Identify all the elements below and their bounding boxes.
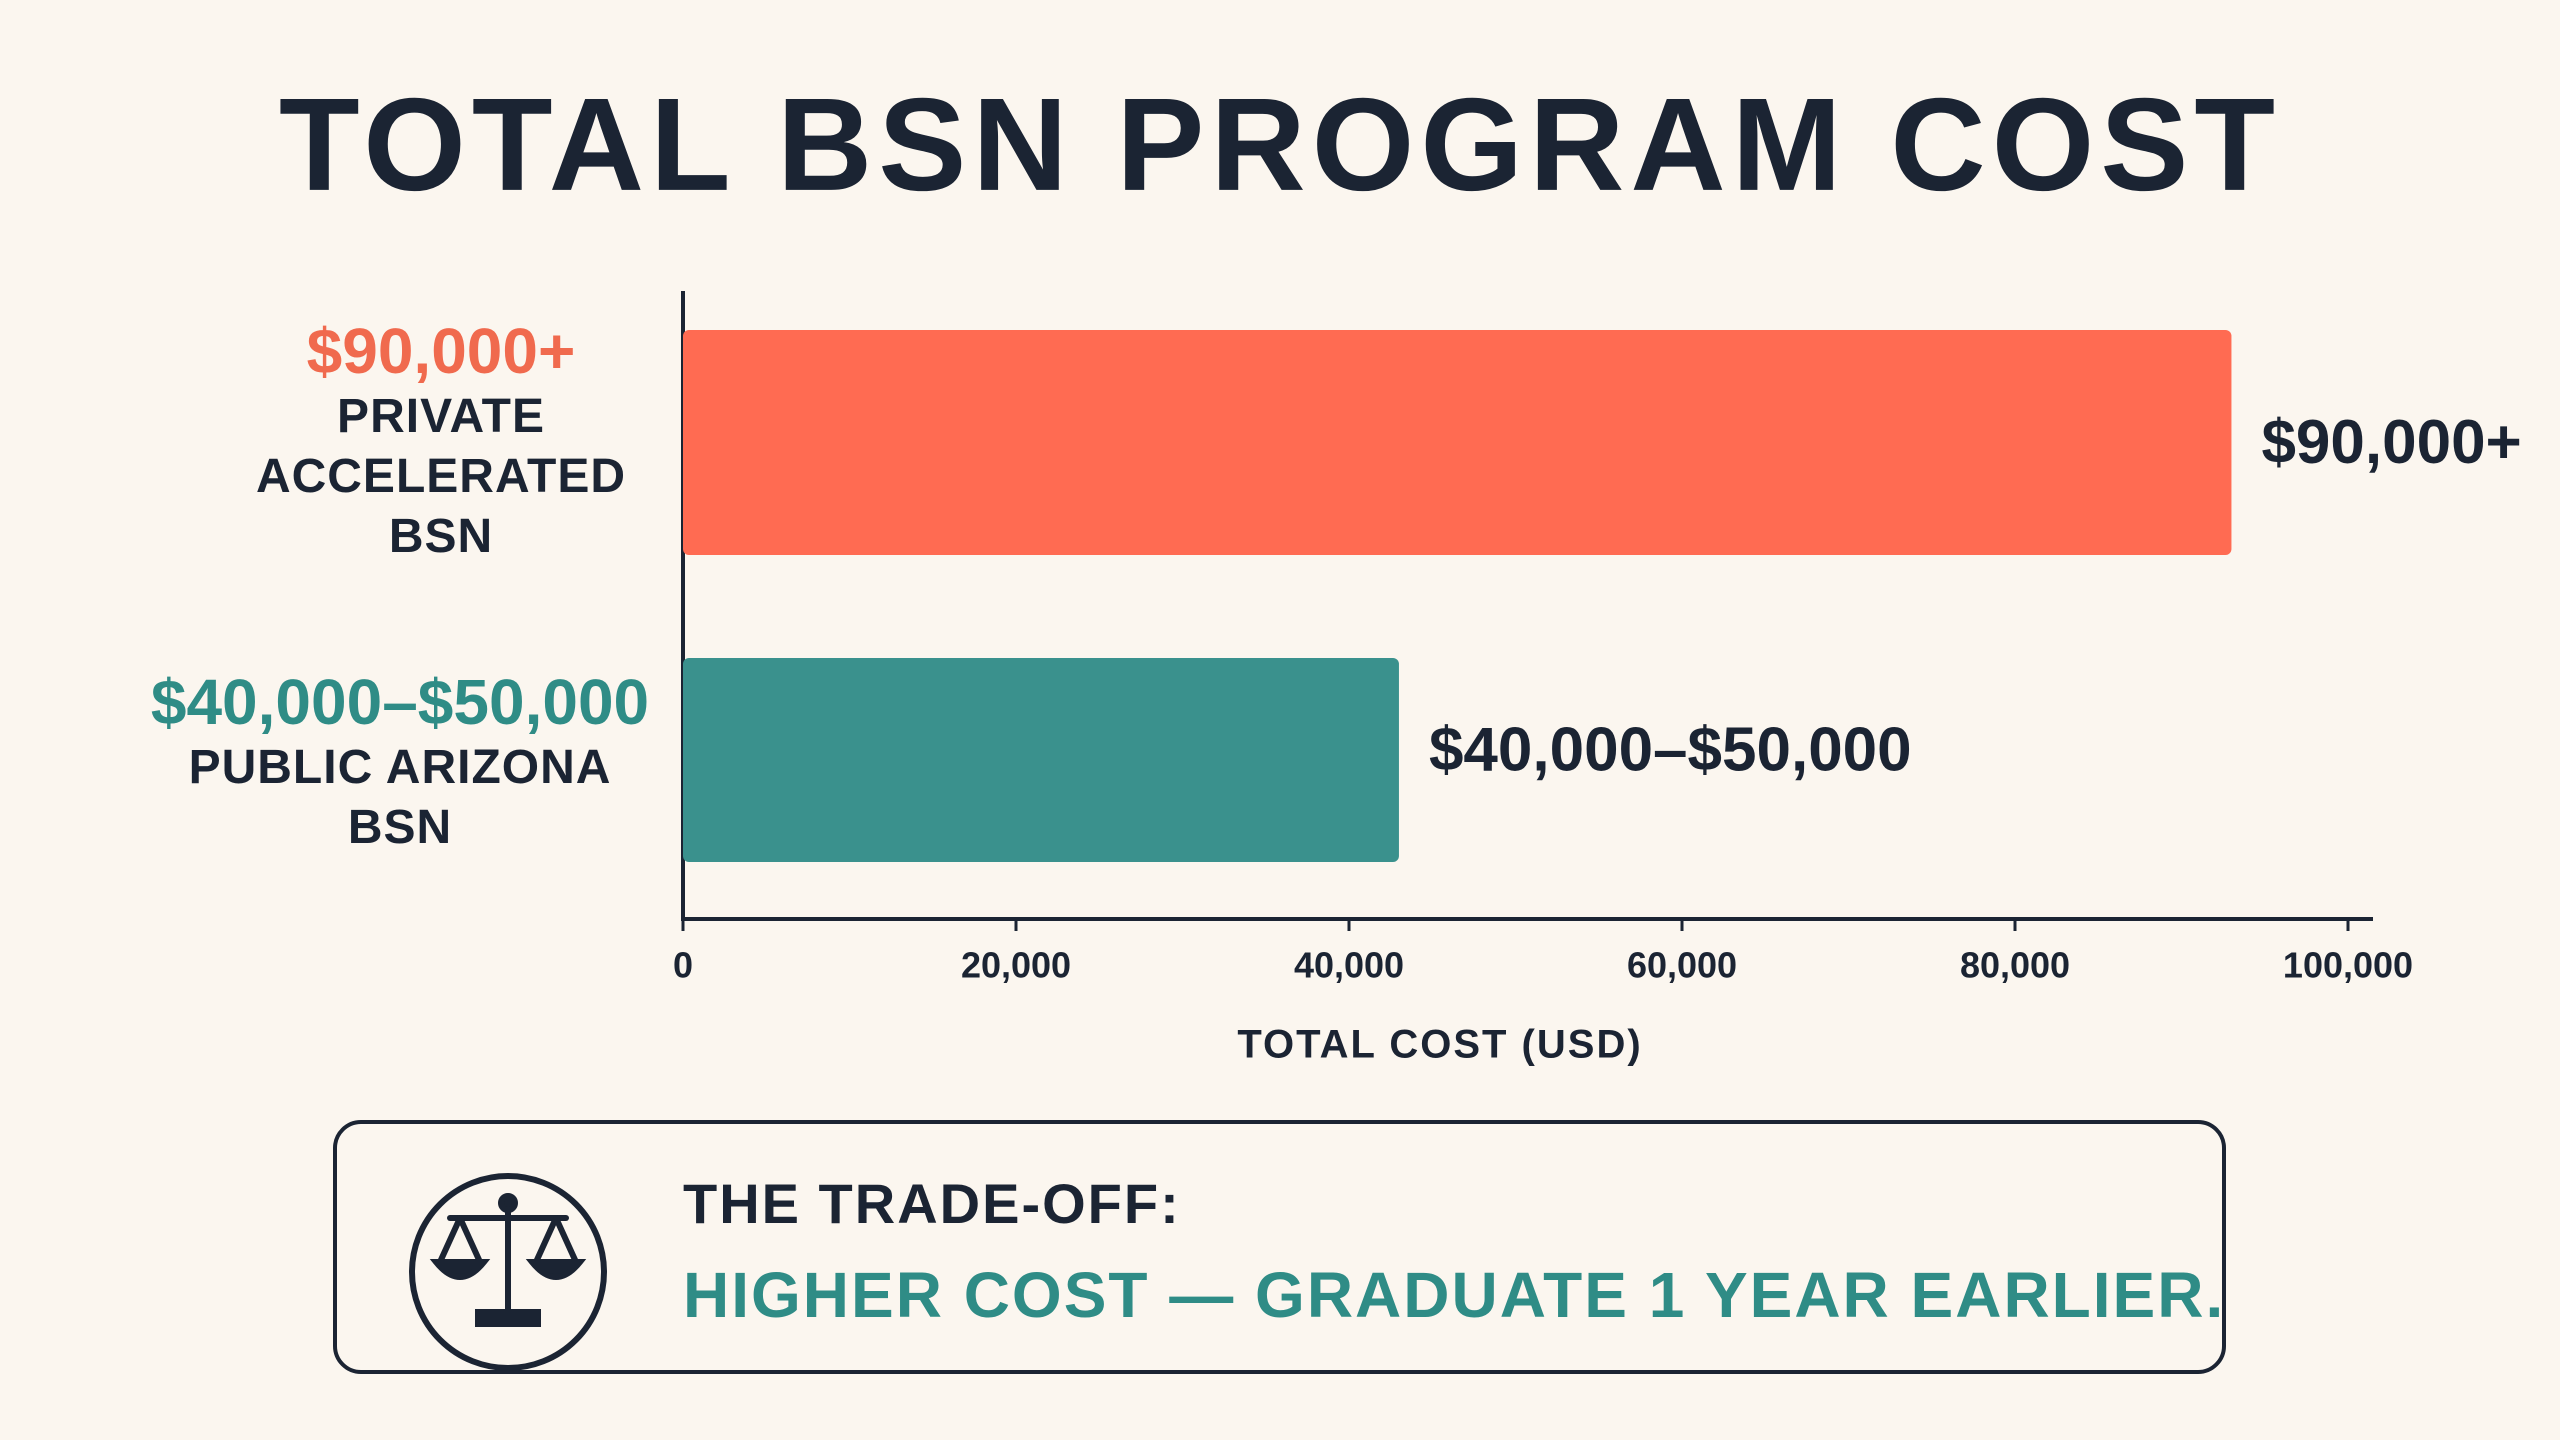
callout-text: HIGHER COST — GRADUATE 1 YEAR EARLIER. xyxy=(683,1259,2225,1331)
category-label-group: $90,000+ PRIVATE ACCELERATED BSN xyxy=(141,315,741,567)
chart-title: TOTAL BSN PROGRAM COST xyxy=(279,71,2281,218)
category-label-group: $40,000–$50,000 PUBLIC ARIZONA BSN xyxy=(100,666,700,858)
x-tick-label: 40,000 xyxy=(1294,945,1404,986)
callout-box xyxy=(333,1120,2226,1374)
value-label: $90,000+ xyxy=(2261,408,2521,477)
category-label: PRIVATE ACCELERATED BSN xyxy=(255,390,627,563)
category-price: $90,000+ xyxy=(306,315,576,387)
callout-title: THE TRADE-OFF: xyxy=(683,1172,1181,1235)
x-tick-label: 100,000 xyxy=(2283,945,2413,986)
category-label: PUBLIC ARIZONA BSN xyxy=(188,741,612,854)
x-tick-label: 0 xyxy=(673,945,693,986)
value-label: $40,000–$50,000 xyxy=(1429,715,1912,784)
x-tick-label: 60,000 xyxy=(1627,945,1737,986)
x-tick-label: 20,000 xyxy=(961,945,1071,986)
bar xyxy=(683,330,2232,555)
x-axis-title: TOTAL COST (USD) xyxy=(1237,1023,1642,1067)
bar xyxy=(683,658,1399,862)
category-price: $40,000–$50,000 xyxy=(150,666,650,738)
scale-icon xyxy=(409,1173,607,1371)
x-tick-label: 80,000 xyxy=(1960,945,2070,986)
